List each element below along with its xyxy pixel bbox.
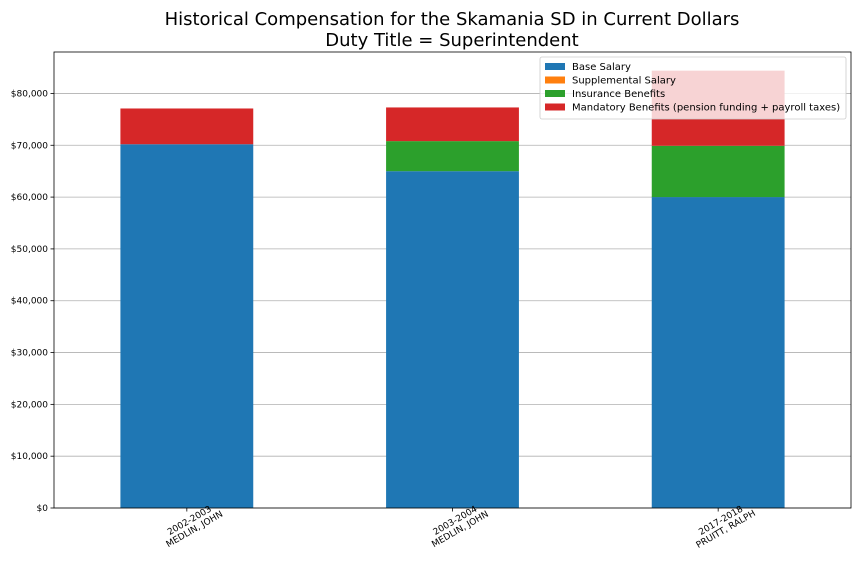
bar-segment — [386, 141, 519, 172]
y-axis: $0 $10,000 $20,000 $30,000 $40,000 $50,000 $60… — [11, 89, 54, 514]
legend-frame — [539, 56, 847, 120]
chart-subtitle: Duty Title = Superintendent — [325, 30, 578, 51]
y-tick-label: $40,000 — [11, 297, 48, 307]
legend-label: Supplemental Salary — [572, 76, 676, 87]
y-tick-label: $0 — [37, 504, 49, 514]
y-tick-label: $30,000 — [11, 349, 48, 359]
bar-segment — [120, 108, 254, 145]
legend: Base Salary Supplemental Salary Insurance … — [539, 56, 847, 120]
bar-segment — [651, 197, 785, 508]
bars — [120, 70, 785, 508]
bar-segment — [386, 107, 519, 142]
legend-swatch — [545, 76, 565, 84]
bar-segment — [120, 144, 254, 508]
y-tick-label: $10,000 — [11, 452, 48, 462]
y-tick-label: $20,000 — [11, 400, 48, 410]
legend-swatch — [545, 103, 565, 111]
legend-label: Insurance Benefits — [572, 89, 665, 100]
legend-label: Base Salary — [572, 62, 631, 73]
bar-segment — [386, 171, 519, 508]
legend-label: Mandatory Benefits (pension funding + pa… — [572, 103, 840, 114]
y-tick-label: $80,000 — [11, 89, 48, 99]
bar-segment — [651, 145, 785, 198]
legend-swatch — [545, 63, 565, 70]
y-tick-label: $70,000 — [11, 141, 48, 151]
legend-swatch — [545, 90, 565, 97]
y-tick-label: $60,000 — [11, 193, 48, 203]
chart-title: Historical Compensation for the Skamania… — [165, 9, 740, 30]
y-tick-label: $50,000 — [11, 245, 48, 255]
